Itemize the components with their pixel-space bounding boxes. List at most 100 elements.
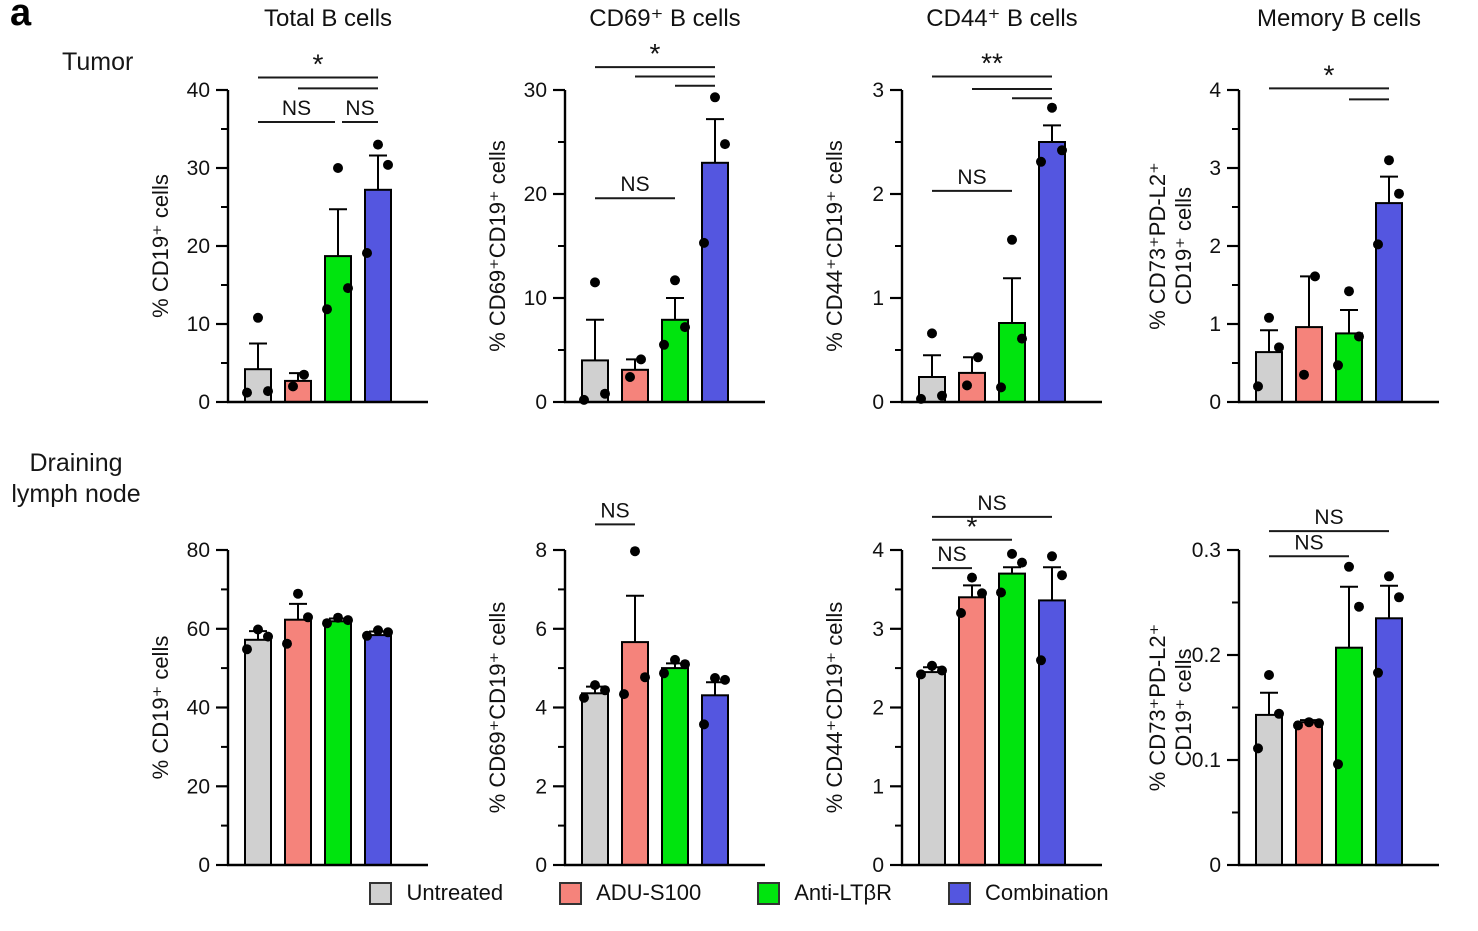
data-point bbox=[1017, 557, 1027, 568]
data-point bbox=[1057, 570, 1067, 581]
data-point bbox=[937, 390, 947, 401]
data-point bbox=[590, 277, 600, 288]
chart-svg: * NS 0 10 20 30 % CD69⁺CD19⁺ cells CD69⁺ B cell… bbox=[485, 5, 765, 414]
significance-label: NS bbox=[345, 97, 374, 120]
y-tick-label: 4 bbox=[1209, 79, 1221, 102]
data-point bbox=[659, 339, 669, 350]
chart-title: Total B cells bbox=[264, 5, 392, 32]
chart-svg: 0 20 40 60 80 % CD19⁺ cells bbox=[148, 539, 428, 877]
bar-combination bbox=[701, 161, 729, 403]
data-point bbox=[973, 352, 983, 363]
row-label-line2: lymph node bbox=[11, 480, 141, 508]
significance-label: NS bbox=[937, 543, 966, 566]
y-tick-label: 0 bbox=[1209, 854, 1221, 877]
data-point bbox=[1036, 655, 1046, 666]
y-tick-label: 0 bbox=[198, 854, 210, 877]
data-point bbox=[1007, 234, 1017, 245]
data-point bbox=[579, 692, 589, 703]
y-tick-label: 0 bbox=[872, 391, 884, 414]
data-point bbox=[1354, 601, 1364, 612]
bar-combination bbox=[364, 188, 392, 403]
bar-combination bbox=[1375, 617, 1403, 867]
y-tick-label: 0.1 bbox=[1192, 749, 1221, 772]
data-point bbox=[1299, 369, 1309, 380]
data-point bbox=[1057, 145, 1067, 156]
bar-adu-s100 bbox=[958, 596, 986, 867]
y-tick-label: 30 bbox=[524, 79, 547, 102]
y-tick-label: 10 bbox=[524, 287, 547, 310]
row-label-line1: Draining bbox=[29, 449, 123, 477]
significance-label: NS bbox=[957, 166, 986, 189]
y-axis-label: % CD69⁺CD19⁺ cells bbox=[485, 602, 510, 814]
bar-untreated bbox=[581, 692, 609, 866]
data-point bbox=[1047, 102, 1057, 113]
y-axis-label: % CD73⁺PD-L2⁺ bbox=[1145, 624, 1170, 792]
data-point bbox=[1373, 667, 1383, 678]
y-tick-label: 2 bbox=[872, 697, 884, 720]
row-label-tumor: Tumor bbox=[62, 48, 134, 76]
chart-lymph-node-total-b-cells: 0 20 40 60 80 % CD19⁺ cells bbox=[128, 455, 465, 925]
significance-label: NS bbox=[977, 492, 1006, 515]
data-point bbox=[1333, 759, 1343, 770]
row-label-draining-lymph-node: Draining lymph node bbox=[0, 448, 152, 510]
legend: Untreated ADU-S100 Anti-LTβR Combination bbox=[0, 880, 1478, 906]
legend-item-combination: Combination bbox=[948, 880, 1109, 906]
y-tick-label: 40 bbox=[187, 697, 210, 720]
legend-item-anti-ltbr: Anti-LTβR bbox=[757, 880, 892, 906]
data-point bbox=[710, 673, 720, 683]
y-tick-label: 0.3 bbox=[1192, 539, 1221, 562]
data-point bbox=[937, 665, 947, 676]
y-axis-label: % CD69⁺CD19⁺ cells bbox=[485, 140, 510, 352]
data-point bbox=[927, 328, 937, 339]
data-point bbox=[343, 283, 353, 294]
y-axis-label: % CD44⁺CD19⁺ cells bbox=[822, 602, 847, 814]
y-tick-label: 10 bbox=[187, 313, 210, 336]
significance-label: * bbox=[967, 511, 978, 542]
data-point bbox=[333, 612, 343, 623]
legend-label-adu-s100: ADU-S100 bbox=[596, 880, 702, 905]
significance-label: * bbox=[313, 49, 324, 80]
data-point bbox=[670, 275, 680, 286]
data-point bbox=[383, 627, 393, 638]
bar-anti-lt-r bbox=[1335, 646, 1363, 866]
y-tick-label: 2 bbox=[1209, 235, 1221, 258]
data-point bbox=[640, 672, 650, 683]
significance-label: ** bbox=[981, 48, 1003, 79]
y-tick-label: 80 bbox=[187, 539, 210, 562]
y-axis-label: % CD73⁺PD-L2⁺ bbox=[1145, 162, 1170, 330]
bar-untreated bbox=[1255, 351, 1283, 404]
legend-item-untreated: Untreated bbox=[369, 880, 503, 906]
data-point bbox=[263, 386, 273, 397]
data-point bbox=[710, 92, 720, 103]
y-tick-label: 20 bbox=[187, 235, 210, 258]
y-tick-label: 6 bbox=[535, 618, 547, 641]
significance-label: NS bbox=[1294, 531, 1323, 554]
bar-anti-lt-r bbox=[998, 572, 1026, 866]
y-axis-label: CD19⁺ cells bbox=[1171, 187, 1196, 305]
chart-svg: ** NS 0 1 2 3 % CD44⁺CD19⁺ cells CD44⁺ B cells bbox=[822, 5, 1102, 414]
y-axis-label: % CD19⁺ cells bbox=[148, 174, 173, 318]
data-point bbox=[659, 668, 669, 679]
data-point bbox=[699, 719, 709, 730]
data-point bbox=[303, 612, 313, 623]
legend-label-untreated: Untreated bbox=[406, 880, 504, 905]
data-point bbox=[253, 312, 263, 323]
data-point bbox=[253, 624, 263, 635]
legend-swatch-untreated bbox=[369, 881, 393, 905]
data-point bbox=[263, 631, 273, 642]
data-point bbox=[962, 380, 972, 391]
y-tick-label: 0 bbox=[535, 854, 547, 877]
data-point bbox=[322, 618, 332, 629]
significance-label: NS bbox=[1314, 506, 1343, 529]
data-point bbox=[600, 388, 610, 399]
y-tick-label: 0.2 bbox=[1192, 644, 1221, 667]
data-point bbox=[720, 139, 730, 150]
data-point bbox=[282, 638, 292, 649]
panel-label: a bbox=[10, 0, 32, 34]
data-point bbox=[1314, 718, 1324, 729]
data-point bbox=[362, 630, 372, 641]
y-axis-label: % CD44⁺CD19⁺ cells bbox=[822, 140, 847, 352]
data-point bbox=[1047, 551, 1057, 562]
